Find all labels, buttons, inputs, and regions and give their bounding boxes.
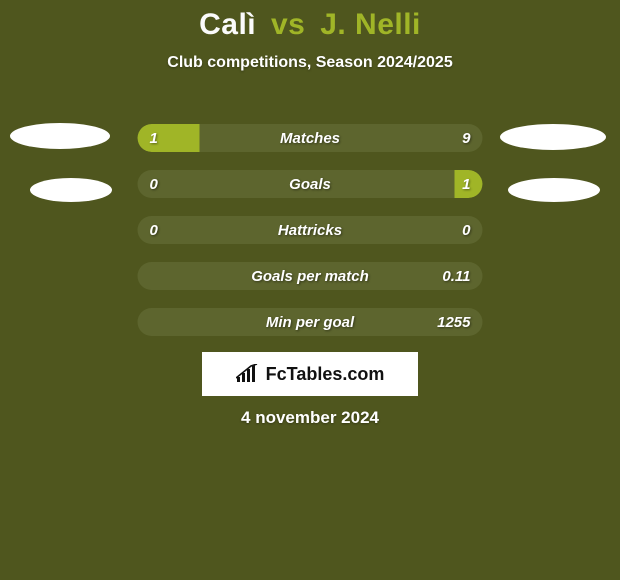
title-player2: J. Nelli [320, 8, 421, 41]
bar-value-right: 1255 [437, 308, 470, 336]
bar-row: Min per goal 1255 [138, 308, 483, 336]
bar-chart-icon [236, 364, 260, 384]
bar-row: 0 Goals 1 [138, 170, 483, 198]
bar-label: Goals [138, 170, 483, 198]
title-player1: Calì [199, 8, 256, 41]
brand-tables: Tables.com [287, 364, 385, 384]
bar-label: Goals per match [138, 262, 483, 290]
decor-ellipse [30, 178, 112, 202]
comparison-bars: 1 Matches 9 0 Goals 1 0 Hattricks 0 Goal… [138, 124, 483, 354]
brand-badge: FcTables.com [202, 352, 418, 396]
bar-value-right: 9 [462, 124, 470, 152]
bar-value-right: 0.11 [442, 262, 470, 290]
title-vs: vs [271, 8, 305, 41]
bar-label: Matches [138, 124, 483, 152]
bar-label: Hattricks [138, 216, 483, 244]
bar-value-right: 1 [462, 170, 470, 198]
title: Calì vs J. Nelli [0, 0, 620, 42]
bar-row: 0 Hattricks 0 [138, 216, 483, 244]
bar-label: Min per goal [138, 308, 483, 336]
decor-ellipse [500, 124, 606, 150]
decor-ellipse [10, 123, 110, 149]
subtitle: Club competitions, Season 2024/2025 [0, 54, 620, 72]
bar-row: Goals per match 0.11 [138, 262, 483, 290]
decor-ellipse [508, 178, 600, 202]
canvas: Calì vs J. Nelli Club competitions, Seas… [0, 0, 620, 580]
bar-value-right: 0 [462, 216, 470, 244]
brand-text: FcTables.com [266, 364, 385, 385]
date-label: 4 november 2024 [0, 408, 620, 428]
brand-fc: Fc [266, 364, 287, 384]
bar-row: 1 Matches 9 [138, 124, 483, 152]
